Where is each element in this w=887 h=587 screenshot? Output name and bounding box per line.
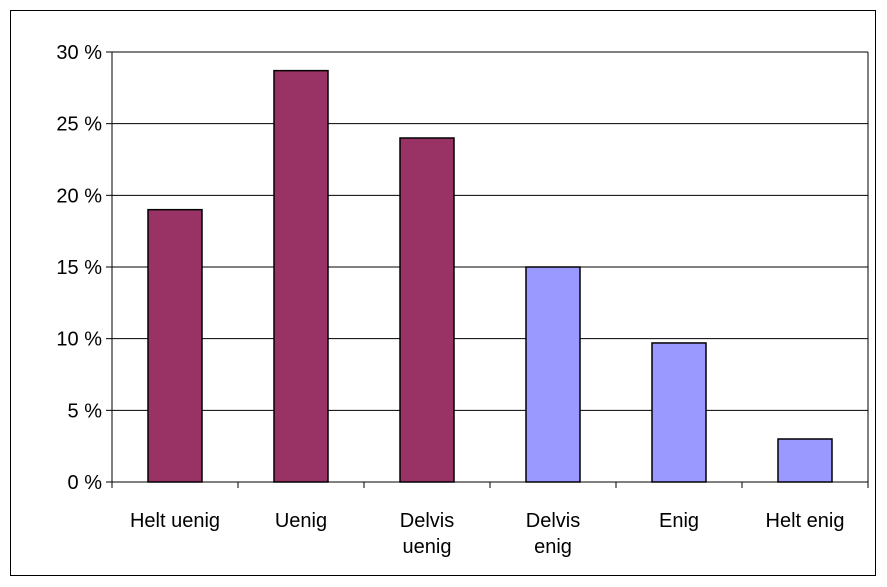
bar: [651, 342, 707, 483]
y-tick-label: 20 %: [56, 185, 102, 207]
y-tick-label: 30 %: [56, 42, 102, 64]
x-tick-label: Delvis: [526, 510, 580, 532]
x-tick-label: uenig: [403, 536, 452, 558]
x-tick-label: enig: [534, 536, 572, 558]
x-tick-label: Helt uenig: [130, 510, 220, 532]
x-tick-label: Delvis: [400, 510, 454, 532]
y-tick-label: 0 %: [68, 472, 103, 494]
y-tick-label: 25 %: [56, 114, 102, 136]
bar: [147, 208, 203, 483]
axes: [106, 51, 869, 488]
y-tick-label: 15 %: [56, 257, 102, 279]
bar: [399, 137, 455, 483]
x-tick-label: Helt enig: [766, 510, 845, 532]
y-tick-label: 10 %: [56, 329, 102, 351]
bar: [525, 266, 581, 483]
x-tick-label: Enig: [659, 510, 699, 532]
bar: [777, 438, 833, 483]
y-tick-labels: 0 % 5 % 10 % 15 % 20 % 25 % 30 %: [56, 42, 102, 494]
bars: [147, 69, 833, 483]
x-tick-labels: Helt uenig Uenig Delvis uenig Delvis enig Enig…: [130, 510, 845, 558]
x-tick-label: Uenig: [275, 510, 327, 532]
bar: [273, 69, 329, 483]
y-tick-label: 5 %: [68, 400, 103, 422]
gridlines: [112, 51, 868, 411]
